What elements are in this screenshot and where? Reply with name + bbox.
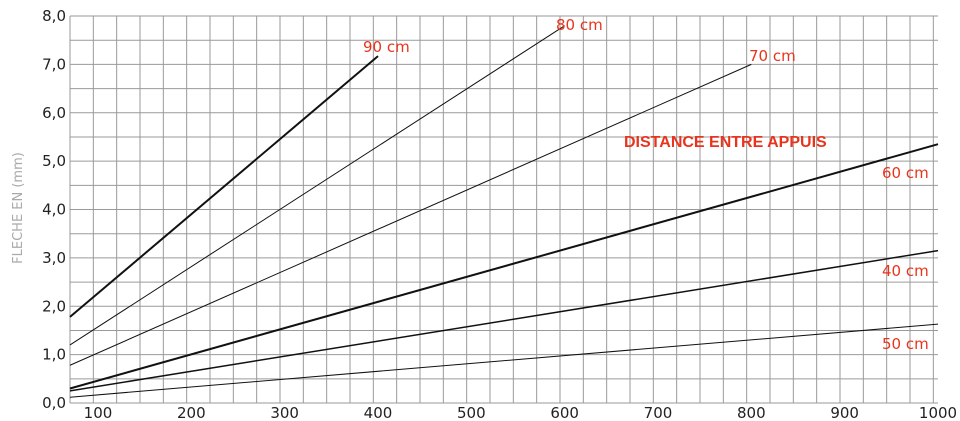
- series-line: [69, 143, 939, 390]
- series-label: 90 cm: [363, 38, 410, 56]
- x-tick-label: 400: [364, 404, 393, 421]
- x-tick-label: 300: [270, 404, 299, 421]
- series-label: 50 cm: [882, 335, 929, 353]
- series-label: 80 cm: [556, 16, 603, 34]
- series-label: 40 cm: [882, 262, 929, 280]
- grid: [69, 15, 938, 404]
- x-tick-label: 100: [84, 404, 113, 421]
- series-lines: [69, 25, 939, 398]
- y-tick-label: 3,0: [42, 249, 66, 267]
- x-tick-label: 800: [737, 404, 766, 421]
- series-labels: 90 cm 80 cm 70 cm 60 cm 40 cm 50 cm: [363, 16, 929, 353]
- series-label: 70 cm: [749, 47, 796, 65]
- y-tick-label: 7,0: [42, 55, 66, 73]
- x-tick-label: 1000: [919, 404, 957, 421]
- y-axis-label: FLECHE EN (mm): [11, 152, 26, 264]
- series-line: [69, 63, 752, 366]
- y-tick-label: 6,0: [42, 104, 66, 122]
- x-tick-label: 600: [550, 404, 579, 421]
- x-tick-label: 500: [457, 404, 486, 421]
- x-tick-label: 700: [644, 404, 673, 421]
- series-line: [69, 25, 565, 346]
- y-tick-label: 5,0: [42, 152, 66, 170]
- y-tick-label: 4,0: [42, 201, 66, 219]
- axis-ticks: 100 200 300 400 500 600 700 800 900 1000 0,0 1,0 2,0…: [42, 7, 957, 421]
- x-tick-label: 900: [830, 404, 859, 421]
- y-tick-label: 1,0: [42, 346, 66, 364]
- series-label: 60 cm: [882, 164, 929, 182]
- y-tick-label: 2,0: [42, 297, 66, 315]
- series-line: [69, 323, 939, 398]
- x-tick-label: 200: [177, 404, 206, 421]
- series-line: [69, 249, 939, 392]
- y-tick-label: 8,0: [42, 7, 66, 25]
- y-tick-label: 0,0: [42, 394, 66, 412]
- series-line: [69, 55, 379, 318]
- annotation-distance-entre-appuis: DISTANCE ENTRE APPUIS: [624, 134, 827, 151]
